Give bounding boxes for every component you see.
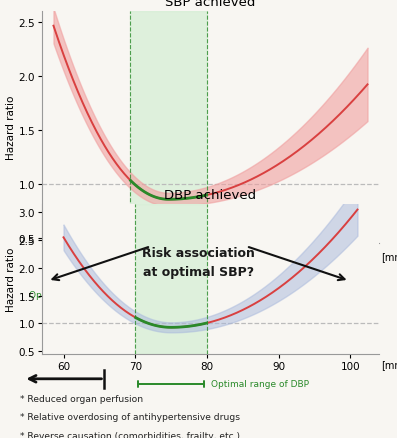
Y-axis label: Hazard ratio: Hazard ratio xyxy=(6,247,15,311)
Bar xyxy=(135,205,207,354)
Title: SBP achieved: SBP achieved xyxy=(165,0,256,10)
Bar xyxy=(130,12,207,244)
Text: * Reduced organ perfusion: * Reduced organ perfusion xyxy=(19,394,143,403)
Text: * Reverse causation (comorbidities, frailty, etc.): * Reverse causation (comorbidities, frai… xyxy=(19,431,240,438)
Text: [mmHg]: [mmHg] xyxy=(381,360,397,370)
Text: Optimal range of DBP: Optimal range of DBP xyxy=(211,380,309,389)
Text: [mmHg]: [mmHg] xyxy=(381,253,397,263)
Text: * Relative overdosing of antihypertensive drugs: * Relative overdosing of antihypertensiv… xyxy=(19,412,240,421)
Text: Risk association: Risk association xyxy=(142,247,255,259)
Y-axis label: Hazard ratio: Hazard ratio xyxy=(6,95,15,160)
Text: at optimal SBP?: at optimal SBP? xyxy=(143,265,254,278)
Text: Optimal range of SBP: Optimal range of SBP xyxy=(29,290,126,299)
Title: DBP achieved: DBP achieved xyxy=(164,189,256,202)
